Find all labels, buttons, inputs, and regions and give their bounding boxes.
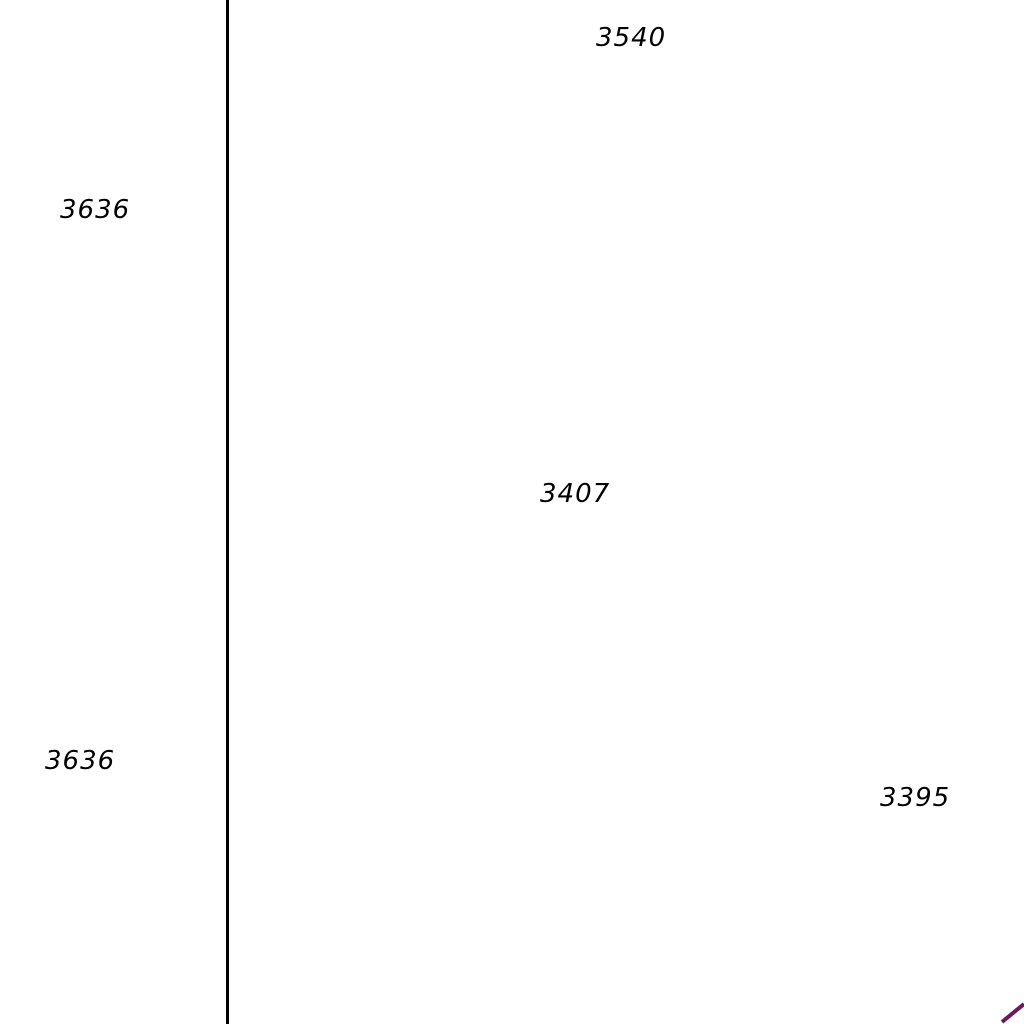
parcel-number-label: 3395: [880, 783, 951, 813]
parcel-number-label: 3540: [596, 23, 667, 53]
parcel-number-label: 3636: [60, 195, 131, 225]
diagonal-feature-segment: [1000, 1002, 1024, 1024]
parcel-number-label: 3636: [45, 746, 116, 776]
vertical-boundary-line: [226, 0, 229, 1024]
parcel-number-label: 3407: [540, 479, 611, 509]
